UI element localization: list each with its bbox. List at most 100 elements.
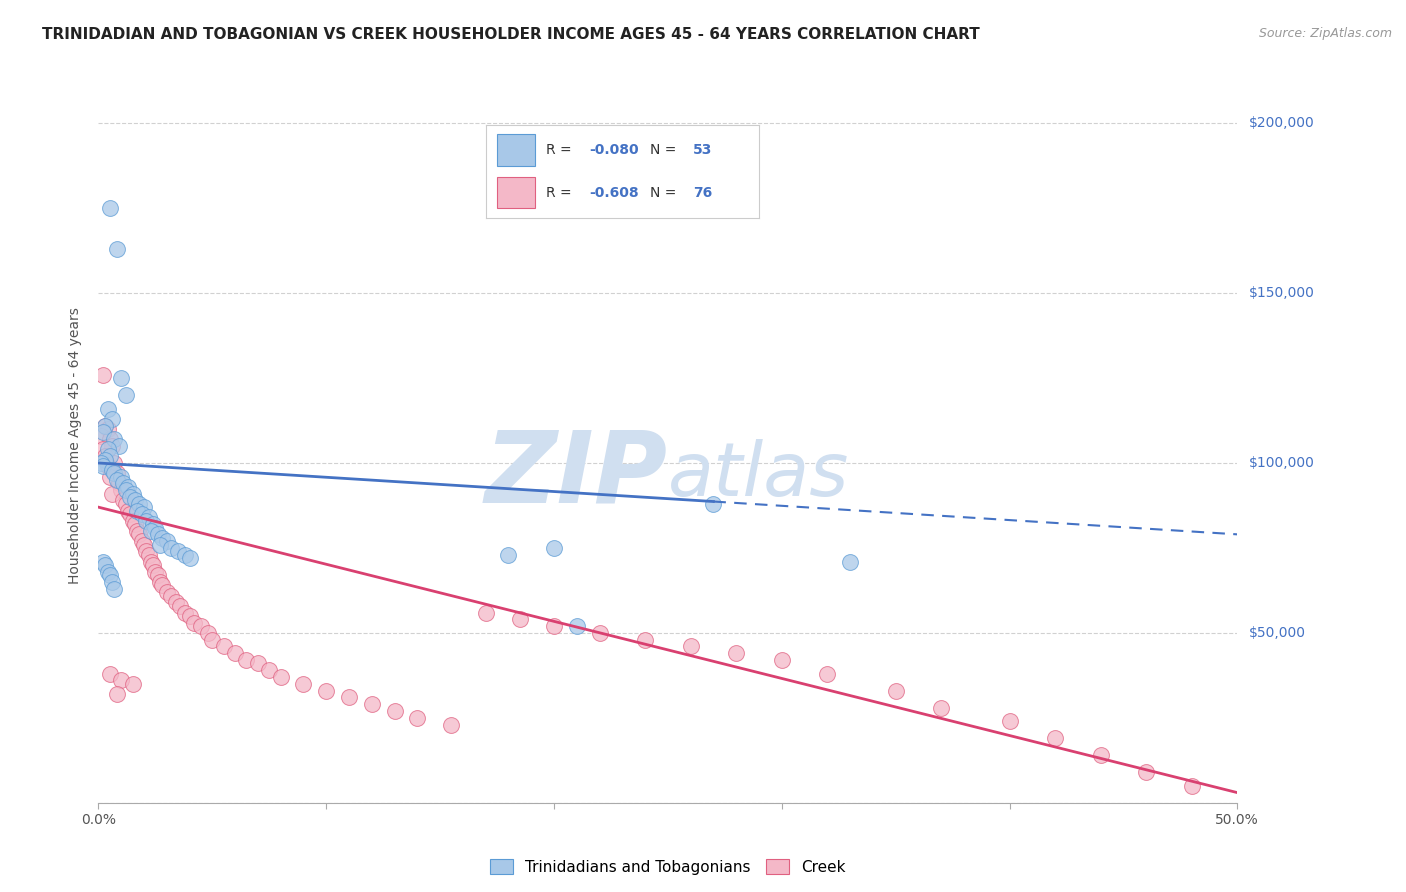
Point	[108, 439, 131, 453]
Point	[190, 619, 212, 633]
Point	[103, 466, 125, 480]
Point	[127, 524, 149, 538]
Point	[98, 666, 121, 681]
Point	[884, 683, 907, 698]
Point	[1090, 748, 1112, 763]
Text: 53: 53	[693, 143, 713, 157]
Point	[197, 626, 219, 640]
Text: $150,000: $150,000	[1249, 286, 1315, 300]
Point	[103, 456, 125, 470]
Text: ZIP: ZIP	[485, 426, 668, 523]
Point	[120, 507, 142, 521]
Point	[96, 422, 118, 436]
Point	[179, 608, 201, 623]
Point	[91, 425, 114, 440]
Point	[121, 514, 143, 528]
Point	[96, 442, 118, 457]
Point	[96, 459, 118, 474]
Point	[292, 677, 315, 691]
Point	[98, 449, 121, 463]
Point	[108, 476, 131, 491]
Point	[91, 368, 114, 382]
Point	[145, 565, 167, 579]
Point	[169, 599, 191, 613]
Point	[498, 548, 520, 562]
Text: -0.608: -0.608	[589, 186, 640, 200]
Point	[94, 558, 117, 572]
Point	[1135, 765, 1157, 780]
Point	[98, 201, 121, 215]
Point	[96, 401, 118, 416]
Point	[121, 677, 143, 691]
Point	[132, 537, 155, 551]
Point	[131, 507, 153, 521]
Point	[543, 619, 565, 633]
Point	[121, 486, 143, 500]
Point	[160, 589, 183, 603]
Point	[105, 242, 128, 256]
Text: -0.080: -0.080	[589, 143, 640, 157]
Point	[132, 500, 155, 515]
Bar	[496, 134, 534, 166]
Point	[98, 568, 121, 582]
Point	[315, 683, 337, 698]
Point	[384, 704, 406, 718]
Point	[103, 432, 125, 446]
Bar	[496, 177, 534, 209]
Point	[440, 717, 463, 731]
Point	[146, 527, 169, 541]
Point	[91, 442, 114, 457]
Point	[702, 497, 724, 511]
Point	[183, 615, 205, 630]
Text: $200,000: $200,000	[1249, 116, 1315, 130]
Point	[91, 459, 114, 474]
Point	[138, 548, 160, 562]
Point	[212, 640, 235, 654]
Point	[110, 483, 132, 498]
Point	[103, 582, 125, 596]
Point	[565, 619, 588, 633]
Point	[105, 466, 128, 480]
Point	[128, 527, 150, 541]
Point	[112, 476, 135, 491]
Point	[98, 432, 121, 446]
Point	[124, 517, 146, 532]
Text: $100,000: $100,000	[1249, 456, 1315, 470]
Point	[94, 418, 117, 433]
Point	[543, 541, 565, 555]
Point	[139, 555, 162, 569]
Point	[235, 653, 257, 667]
Point	[135, 544, 157, 558]
Point	[142, 517, 165, 532]
Point	[815, 666, 838, 681]
Point	[770, 653, 793, 667]
Text: atlas: atlas	[668, 439, 849, 510]
Point	[101, 439, 124, 453]
Point	[128, 497, 150, 511]
Point	[114, 497, 136, 511]
Point	[406, 711, 429, 725]
Point	[149, 537, 172, 551]
Point	[679, 640, 702, 654]
Point	[90, 456, 112, 470]
Point	[101, 412, 124, 426]
Point	[117, 503, 139, 517]
Point	[120, 490, 142, 504]
Text: TRINIDADIAN AND TOBAGONIAN VS CREEK HOUSEHOLDER INCOME AGES 45 - 64 YEARS CORREL: TRINIDADIAN AND TOBAGONIAN VS CREEK HOUS…	[42, 27, 980, 42]
Point	[174, 606, 197, 620]
Point	[174, 548, 197, 562]
Point	[96, 565, 118, 579]
Point	[138, 510, 160, 524]
Point	[91, 555, 114, 569]
Point	[474, 606, 496, 620]
Point	[201, 632, 224, 647]
Point	[360, 698, 382, 712]
Point	[246, 657, 269, 671]
Point	[156, 534, 179, 549]
Point	[94, 452, 117, 467]
Point	[114, 483, 136, 498]
Point	[94, 449, 117, 463]
Point	[588, 626, 610, 640]
Point	[105, 687, 128, 701]
Point	[110, 371, 132, 385]
